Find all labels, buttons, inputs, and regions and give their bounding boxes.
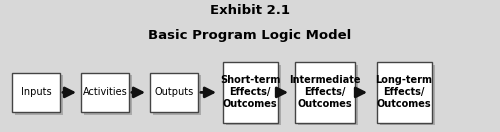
Text: Long-term
Effects/
Outcomes: Long-term Effects/ Outcomes <box>376 75 432 109</box>
Bar <box>12 73 60 112</box>
Bar <box>376 62 432 123</box>
Bar <box>15 75 63 115</box>
Bar <box>84 75 132 115</box>
Bar <box>153 75 201 115</box>
Text: Activities: Activities <box>82 87 128 97</box>
Text: Short-term
Effects/
Outcomes: Short-term Effects/ Outcomes <box>220 75 280 109</box>
Bar <box>380 65 434 125</box>
Bar <box>226 65 280 125</box>
Text: Basic Program Logic Model: Basic Program Logic Model <box>148 29 352 42</box>
Text: Outputs: Outputs <box>154 87 194 97</box>
Bar <box>81 73 128 112</box>
Text: Inputs: Inputs <box>20 87 52 97</box>
Bar <box>150 73 198 112</box>
Bar <box>222 62 278 123</box>
Bar <box>295 62 355 123</box>
Bar <box>298 65 358 125</box>
Text: Exhibit 2.1: Exhibit 2.1 <box>210 4 290 17</box>
Text: Intermediate
Effects/
Outcomes: Intermediate Effects/ Outcomes <box>289 75 361 109</box>
